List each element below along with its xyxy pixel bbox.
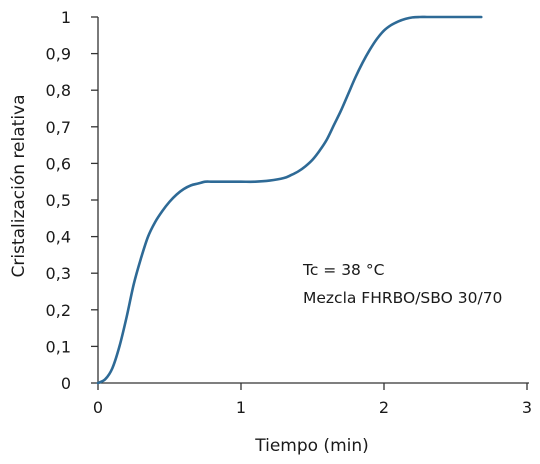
x-axis-label: Tiempo (min) bbox=[254, 436, 369, 456]
y-tick-label: 0,3 bbox=[46, 264, 71, 283]
y-tick-label: 0,9 bbox=[46, 45, 71, 64]
y-tick-label: 0,8 bbox=[46, 81, 71, 100]
x-tick-label: 1 bbox=[236, 398, 246, 417]
series-layer bbox=[96, 15, 483, 385]
y-tick-label: 0,2 bbox=[46, 301, 71, 320]
y-tick-label: 0,1 bbox=[46, 337, 71, 356]
x-tick-label: 3 bbox=[522, 398, 532, 417]
y-axis-label: Cristalización relativa bbox=[9, 94, 29, 277]
y-tick-label: 0,7 bbox=[46, 118, 71, 137]
ticks: 0 1 2 3 0 0,1 0,2 0,3 0,4 0,5 0,6 0,7 0,8 0,9 1 bbox=[46, 8, 533, 417]
axes bbox=[97, 17, 529, 384]
y-tick-label: 0,5 bbox=[46, 191, 71, 210]
y-tick-label: 0 bbox=[61, 374, 71, 393]
x-tick-label: 0 bbox=[93, 398, 103, 417]
x-tick-label: 2 bbox=[379, 398, 389, 417]
series-line bbox=[96, 15, 483, 385]
y-tick-label: 0,6 bbox=[46, 154, 71, 173]
annotation-blend: Mezcla FHRBO/SBO 30/70 bbox=[303, 289, 502, 307]
y-tick-label: 1 bbox=[61, 8, 71, 27]
annotation-temperature: Tc = 38 °C bbox=[302, 261, 384, 279]
y-tick-label: 0,4 bbox=[46, 228, 71, 247]
